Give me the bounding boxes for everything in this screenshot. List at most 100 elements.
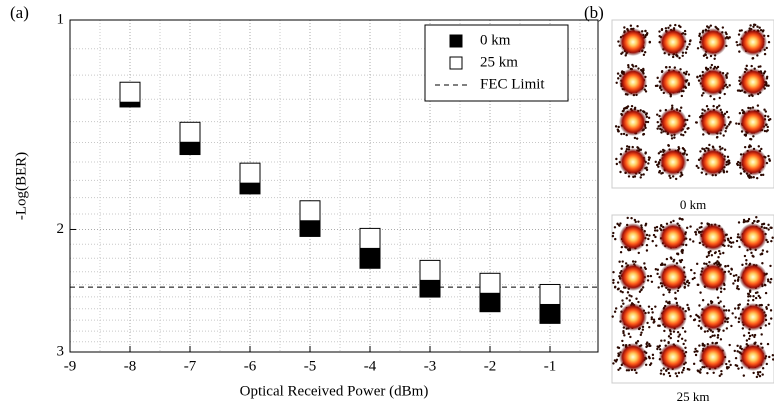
noise-dot — [661, 148, 665, 152]
noise-dot — [765, 75, 769, 79]
noise-dot — [620, 305, 623, 308]
symbol-blob — [619, 108, 647, 136]
noise-dot — [678, 56, 681, 60]
noise-dot — [636, 25, 639, 28]
symbol-blob — [619, 343, 647, 371]
noise-dot — [668, 374, 672, 378]
noise-dot — [719, 300, 722, 303]
noise-dot — [689, 225, 692, 228]
noise-dot — [687, 284, 690, 287]
noise-dot — [635, 297, 638, 300]
noise-dot — [659, 150, 662, 153]
noise-dot — [747, 331, 751, 335]
noise-dot — [640, 288, 643, 292]
noise-dot — [753, 220, 756, 223]
noise-dot — [749, 24, 752, 27]
noise-dot — [736, 344, 739, 348]
noise-dot — [766, 115, 770, 118]
noise-dot — [729, 120, 732, 124]
noise-dot — [728, 343, 731, 347]
noise-dot — [697, 166, 700, 170]
noise-dot — [727, 163, 730, 166]
noise-dot — [695, 164, 698, 168]
noise-dot — [755, 176, 759, 180]
noise-dot — [696, 283, 699, 287]
noise-dot — [703, 330, 707, 333]
noise-dot — [644, 29, 647, 33]
noise-dot — [757, 294, 760, 298]
noise-dot — [694, 347, 697, 351]
noise-dot — [712, 371, 715, 374]
noise-dot — [652, 318, 656, 321]
noise-dot — [755, 216, 758, 219]
noise-dot — [619, 290, 623, 293]
noise-dot — [648, 41, 651, 44]
noise-dot — [696, 350, 699, 353]
marker — [539, 283, 561, 305]
symbol-blob — [699, 108, 727, 136]
noise-dot — [737, 33, 741, 36]
noise-dot — [627, 175, 631, 178]
symbol-blob — [739, 148, 767, 176]
noise-dot — [758, 374, 762, 378]
noise-dot — [737, 221, 741, 224]
noise-dot — [765, 362, 768, 366]
noise-dot — [647, 162, 650, 165]
noise-dot — [752, 298, 755, 302]
noise-dot — [700, 171, 704, 174]
noise-dot — [672, 258, 676, 262]
symbol-blob — [699, 148, 727, 176]
noise-dot — [745, 262, 748, 265]
noise-dot — [725, 327, 729, 330]
marker — [479, 291, 501, 313]
noise-dot — [756, 371, 760, 374]
noise-dot — [764, 291, 768, 295]
noise-dot — [615, 81, 618, 84]
noise-dot — [767, 154, 770, 158]
noise-dot — [656, 272, 659, 276]
noise-dot — [685, 243, 688, 247]
noise-dot — [674, 372, 678, 375]
noise-dot — [745, 259, 748, 262]
symbol-blob — [739, 223, 767, 251]
noise-dot — [716, 135, 719, 139]
noise-dot — [727, 239, 730, 242]
noise-dot — [765, 226, 768, 230]
noise-dot — [701, 342, 705, 346]
x-tick-label: -9 — [64, 358, 77, 374]
noise-dot — [630, 295, 633, 298]
noise-dot — [656, 229, 659, 232]
noise-dot — [767, 228, 770, 231]
legend-marker — [449, 34, 463, 48]
noise-dot — [726, 320, 729, 324]
noise-dot — [760, 147, 763, 151]
noise-dot — [685, 280, 689, 284]
noise-dot — [647, 156, 651, 159]
noise-dot — [685, 153, 689, 156]
noise-dot — [695, 313, 698, 317]
marker — [179, 121, 201, 143]
noise-dot — [716, 296, 720, 299]
noise-dot — [701, 147, 704, 150]
noise-dot — [747, 295, 750, 298]
noise-dot — [626, 291, 630, 294]
noise-dot — [629, 24, 633, 27]
noise-dot — [716, 336, 720, 339]
noise-dot — [717, 301, 721, 305]
noise-dot — [694, 230, 697, 234]
noise-dot — [752, 25, 755, 28]
noise-dot — [619, 170, 622, 174]
noise-dot — [705, 105, 709, 108]
noise-dot — [659, 372, 663, 375]
noise-dot — [662, 293, 665, 296]
noise-dot — [622, 302, 625, 305]
noise-dot — [749, 175, 753, 179]
noise-dot — [661, 171, 664, 175]
symbol-blob — [739, 108, 767, 136]
noise-dot — [763, 52, 767, 56]
noise-dot — [686, 303, 689, 307]
noise-dot — [683, 286, 686, 289]
constellation-image — [611, 19, 774, 189]
noise-dot — [645, 112, 648, 115]
noise-dot — [642, 133, 645, 136]
